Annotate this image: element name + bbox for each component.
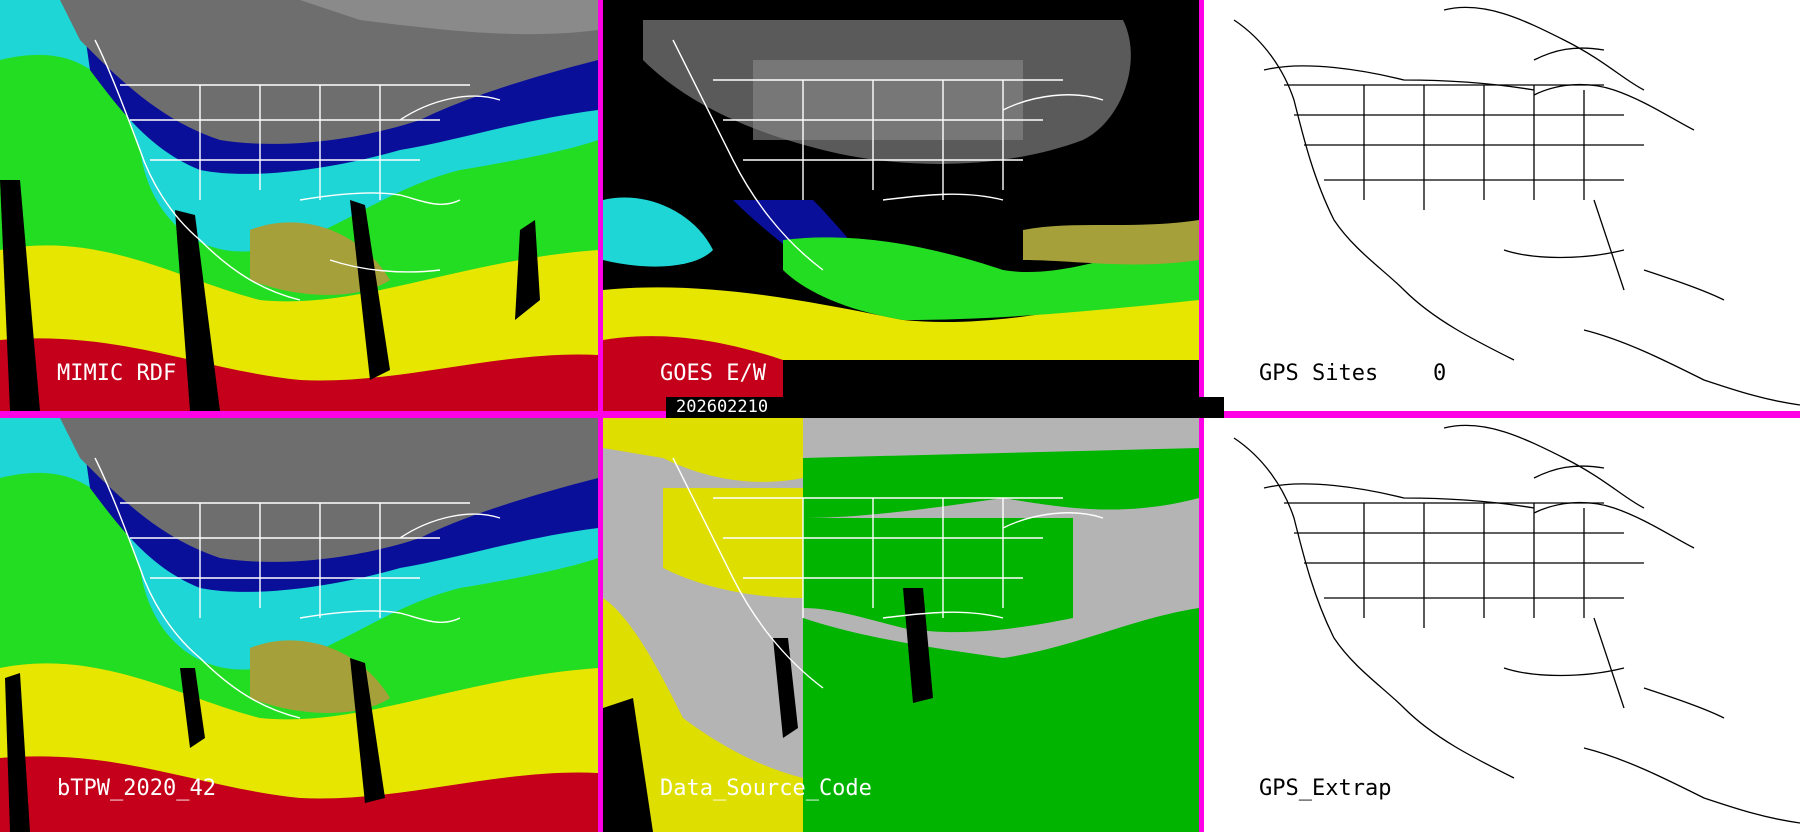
divider-vertical-left [598, 0, 603, 832]
outline-map-gps-sites [1233, 6, 1800, 406]
panel-gps-extrap: GPS_Extrap [1204, 418, 1800, 832]
tpw-map-btpw [0, 418, 598, 832]
panel-label: GPS_Extrap [1259, 776, 1392, 801]
panel-label: GOES E/W [660, 361, 766, 386]
panel-goes-ew: GOES E/W [603, 0, 1199, 411]
gps-sites-count: 0 [1433, 361, 1447, 386]
tpw-map-mimic [0, 0, 598, 411]
panel-label: Data_Source_Code [660, 776, 872, 801]
panel-mimic-rdf: MIMIC RDF [0, 0, 598, 411]
panel-btpw: bTPW_2020_42 [0, 418, 598, 832]
panel-data-source-code: Data_Source_Code [603, 418, 1199, 832]
timestamp-bar: 202602210 [666, 397, 1224, 418]
outline-map-gps-extrap [1233, 424, 1800, 824]
panel-label: MIMIC RDF [57, 361, 177, 386]
panel-gps-sites: GPS Sites 0 [1204, 0, 1800, 411]
tpw-map-goes [603, 0, 1199, 411]
panel-label: bTPW_2020_42 [57, 776, 216, 801]
data-source-map [603, 418, 1199, 832]
panel-label: GPS Sites [1259, 361, 1379, 386]
